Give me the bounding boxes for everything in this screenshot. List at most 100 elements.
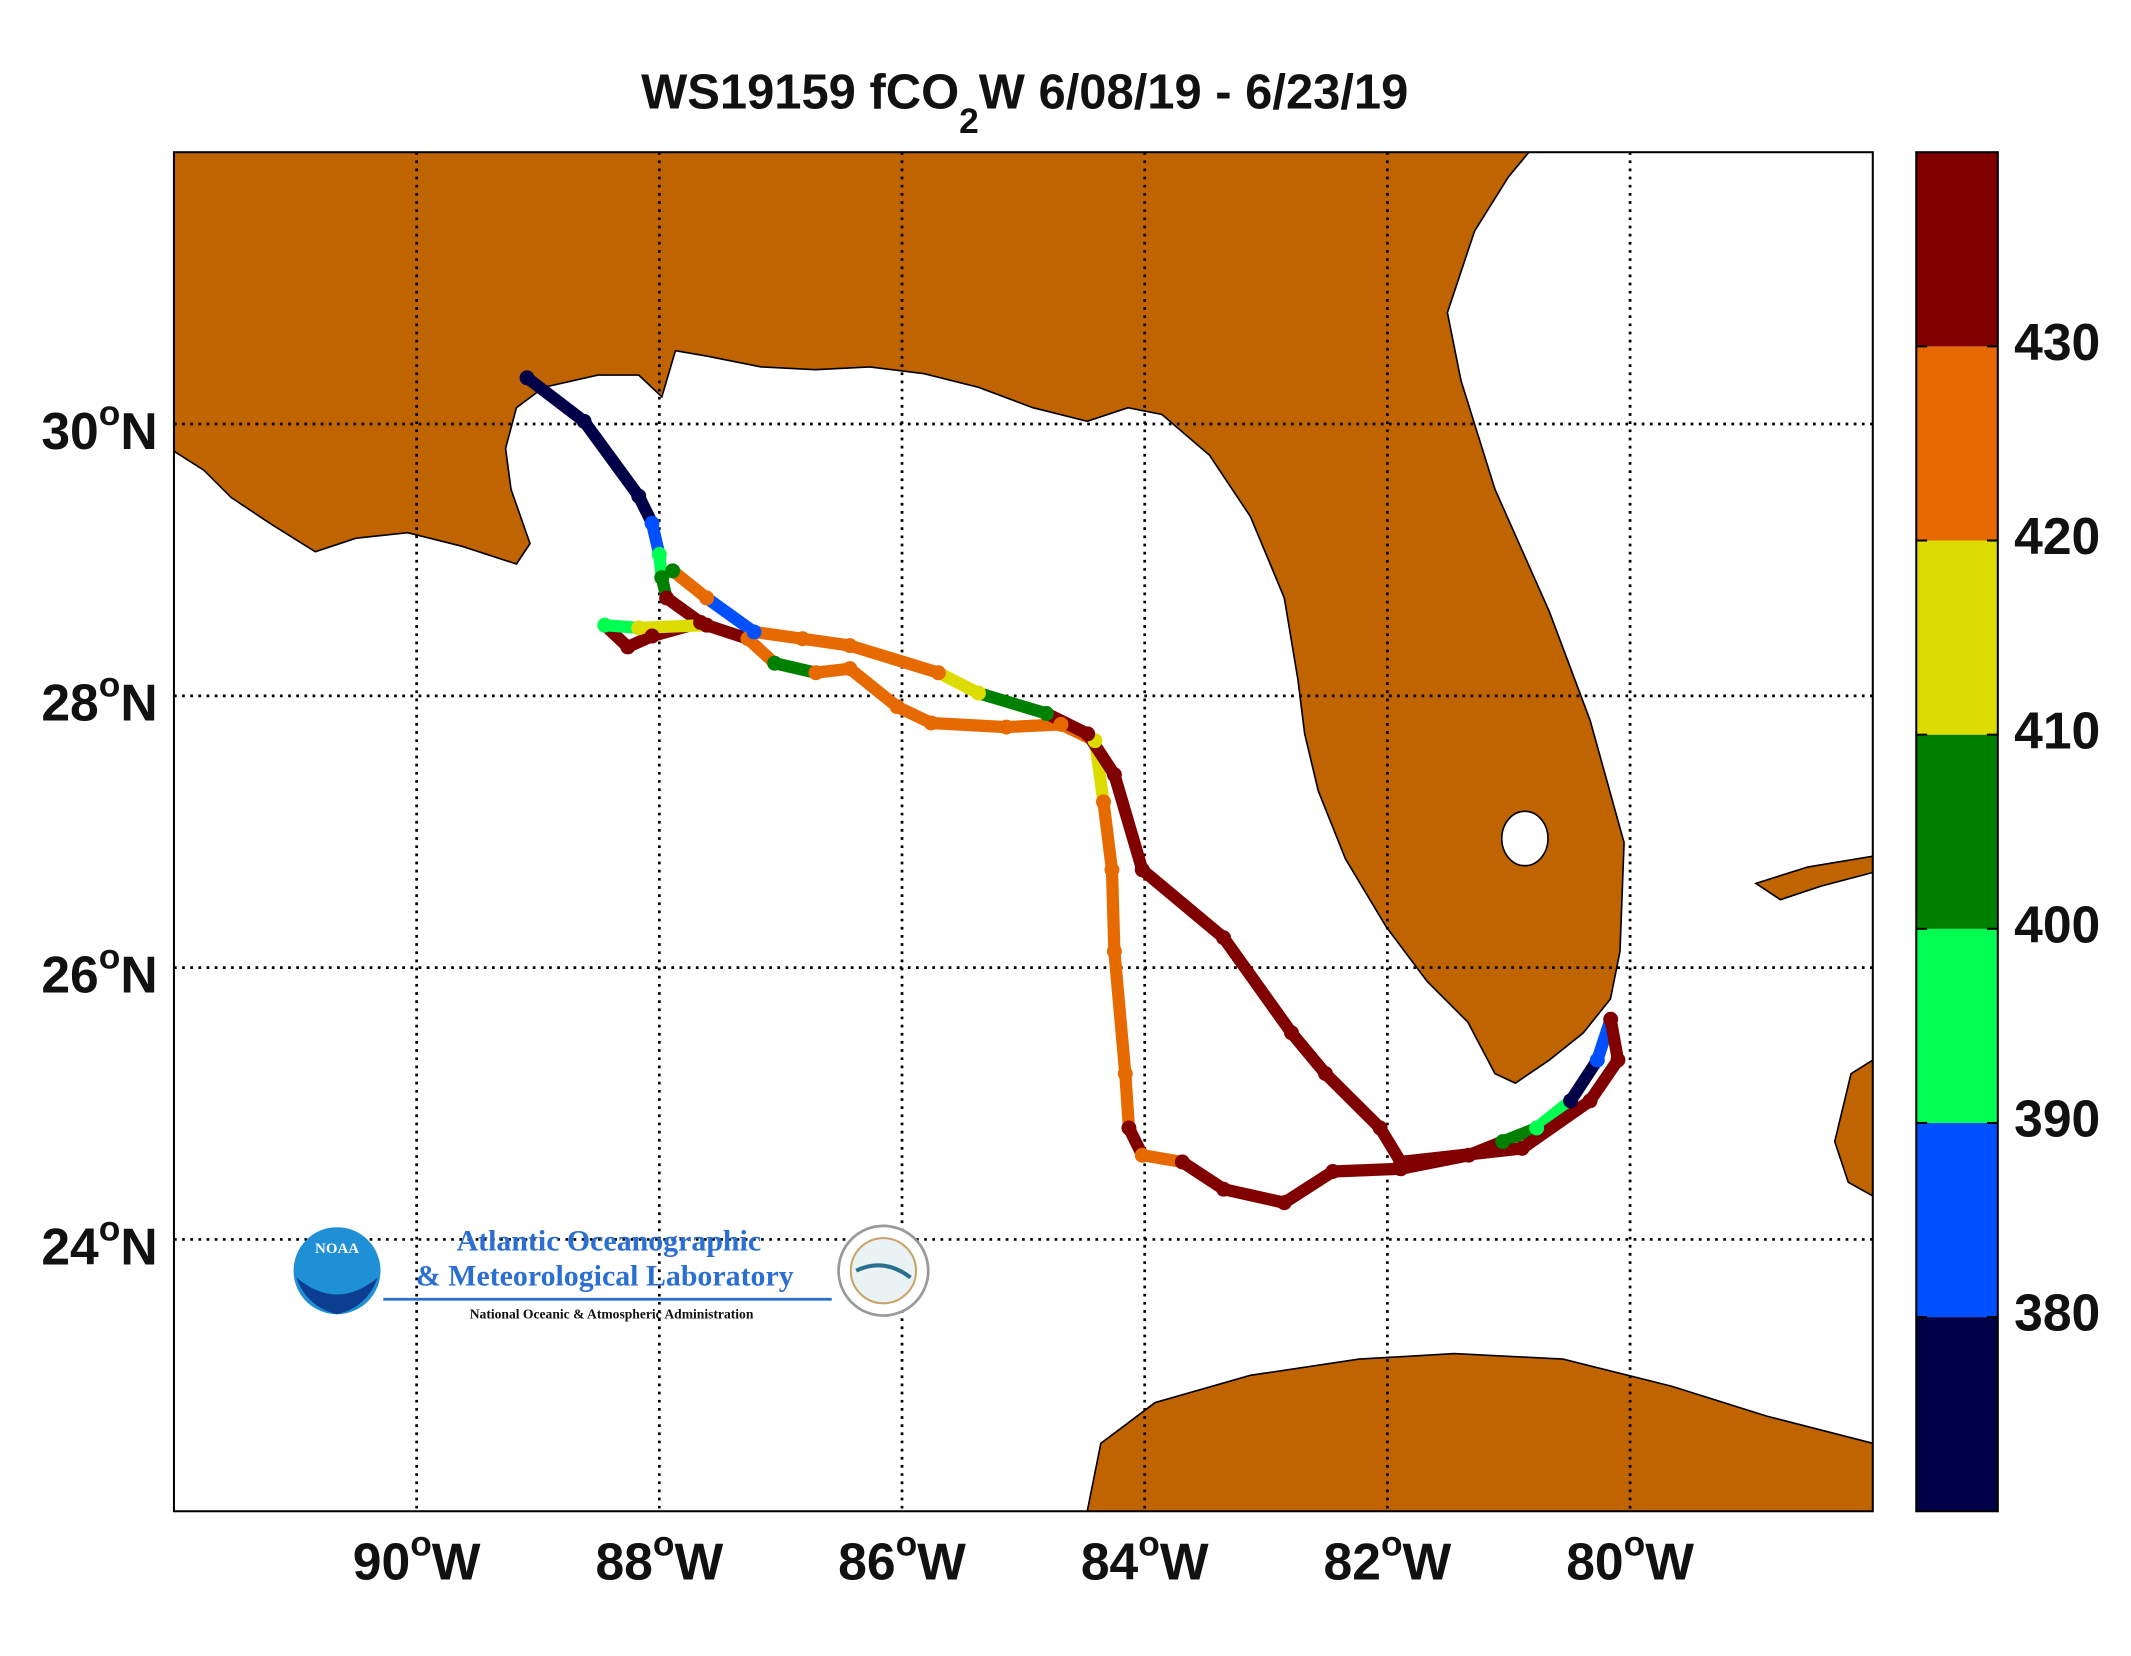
track-segment [577, 415, 645, 503]
colorbar-bin [1916, 928, 1998, 1123]
tick-degree: o [1624, 1525, 1646, 1564]
track-point [1216, 930, 1232, 946]
track-point [1284, 1025, 1300, 1041]
tick-hemisphere: N [120, 402, 157, 460]
track-point [1372, 1120, 1388, 1136]
track-point [923, 715, 939, 731]
track-segment [925, 716, 1013, 734]
colorbar-tick-label: 400 [2014, 895, 2100, 953]
track-segment [1319, 1067, 1387, 1135]
track-point [1134, 862, 1150, 878]
track-point [1603, 1011, 1619, 1027]
track-point [767, 655, 783, 671]
title-prefix: WS19159 fCO [641, 66, 959, 120]
tick-degree: o [99, 666, 121, 705]
track-segment [1217, 1183, 1291, 1209]
tick-hemisphere: N [120, 1217, 157, 1275]
track-segment [1278, 1165, 1339, 1209]
track-segment [1136, 863, 1230, 944]
track-point [1495, 1134, 1511, 1150]
track-point [930, 665, 946, 681]
tick-hemisphere: N [120, 673, 157, 731]
tick-label: 26oN [41, 938, 157, 1003]
track-point [1106, 943, 1122, 959]
colorbar-tick-label: 430 [2014, 313, 2100, 371]
track-point [1038, 706, 1054, 721]
track-point [746, 624, 762, 640]
track-point [519, 370, 535, 386]
colorbar: 380 390 400 410 420 430 [1915, 151, 2100, 1513]
track-point [795, 631, 810, 647]
track-segment [1176, 1155, 1230, 1196]
track-segment [1326, 1162, 1407, 1178]
track-point [620, 639, 636, 655]
track-segment [1105, 863, 1121, 958]
track-point [1174, 1154, 1190, 1170]
tick-number: 86 [838, 1532, 895, 1590]
track-point [597, 617, 613, 633]
track-point [1106, 767, 1122, 783]
track-segment [1108, 945, 1132, 1080]
colorbar-bin [1916, 734, 1998, 929]
logo-line: Atlantic Oceanographic [457, 1224, 762, 1257]
colorbar-bin [1916, 152, 1998, 347]
track-point [659, 590, 675, 606]
track-segment [1583, 1053, 1625, 1107]
tick-label: 82oW [1324, 1525, 1452, 1590]
track-point [1318, 1066, 1333, 1082]
title-subscript: 2 [959, 102, 979, 141]
track-segment [1108, 768, 1149, 876]
aoml-emblem-wave [855, 1263, 912, 1280]
track-point [631, 620, 647, 636]
logo: NOAA Atlantic Oceanographic & Meteorolog… [293, 1224, 930, 1321]
track-segment [972, 686, 1053, 720]
track-point [1095, 794, 1111, 810]
noaa-emblem-wave [296, 1277, 378, 1315]
track-point [1610, 1052, 1626, 1068]
tick-label: 88oW [595, 1525, 723, 1590]
tick-degree: o [410, 1525, 432, 1564]
track-point [699, 590, 715, 606]
tick-degree: o [99, 938, 121, 977]
tick-label: 90oW [353, 1525, 481, 1590]
track-point [1053, 716, 1069, 732]
tick-number: 90 [353, 1532, 410, 1590]
track-segment [520, 371, 591, 428]
track-segment [1097, 795, 1119, 876]
track-point [644, 628, 660, 644]
track-point [1080, 726, 1096, 742]
tick-number: 30 [41, 402, 98, 460]
track-point [654, 570, 670, 586]
track-point [631, 488, 647, 504]
tick-number: 88 [595, 1532, 652, 1590]
track-segment [1285, 1026, 1332, 1080]
track-point [1563, 1093, 1579, 1109]
tick-number: 80 [1566, 1532, 1623, 1590]
tick-degree: o [653, 1525, 675, 1564]
logo-line: National Oceanic & Atmospheric Administr… [470, 1306, 754, 1321]
track-segment [932, 666, 985, 700]
noaa-emblem-text: NOAA [315, 1241, 359, 1257]
tick-hemisphere: W [1160, 1532, 1209, 1590]
tick-label: 80oW [1566, 1525, 1694, 1590]
track-point [651, 547, 667, 562]
plot-frame [172, 151, 1874, 1513]
tick-label: 28oN [41, 666, 157, 731]
colorbar-bin [1916, 1122, 1998, 1318]
track-segment [1564, 1053, 1604, 1107]
land [1086, 1352, 1873, 1512]
tick-number: 26 [41, 945, 98, 1003]
lake [1500, 810, 1549, 867]
track-point [970, 685, 986, 701]
tick-number: 28 [41, 673, 98, 731]
track-point [1582, 1093, 1598, 1109]
title-suffix: W 6/08/19 - 6/23/19 [979, 66, 1409, 120]
track-point [1134, 1147, 1150, 1163]
track-point [1216, 1181, 1232, 1197]
track-point [842, 661, 858, 677]
colorbar-tick-label: 390 [2014, 1090, 2100, 1148]
tick-label: 86oW [838, 1525, 966, 1590]
